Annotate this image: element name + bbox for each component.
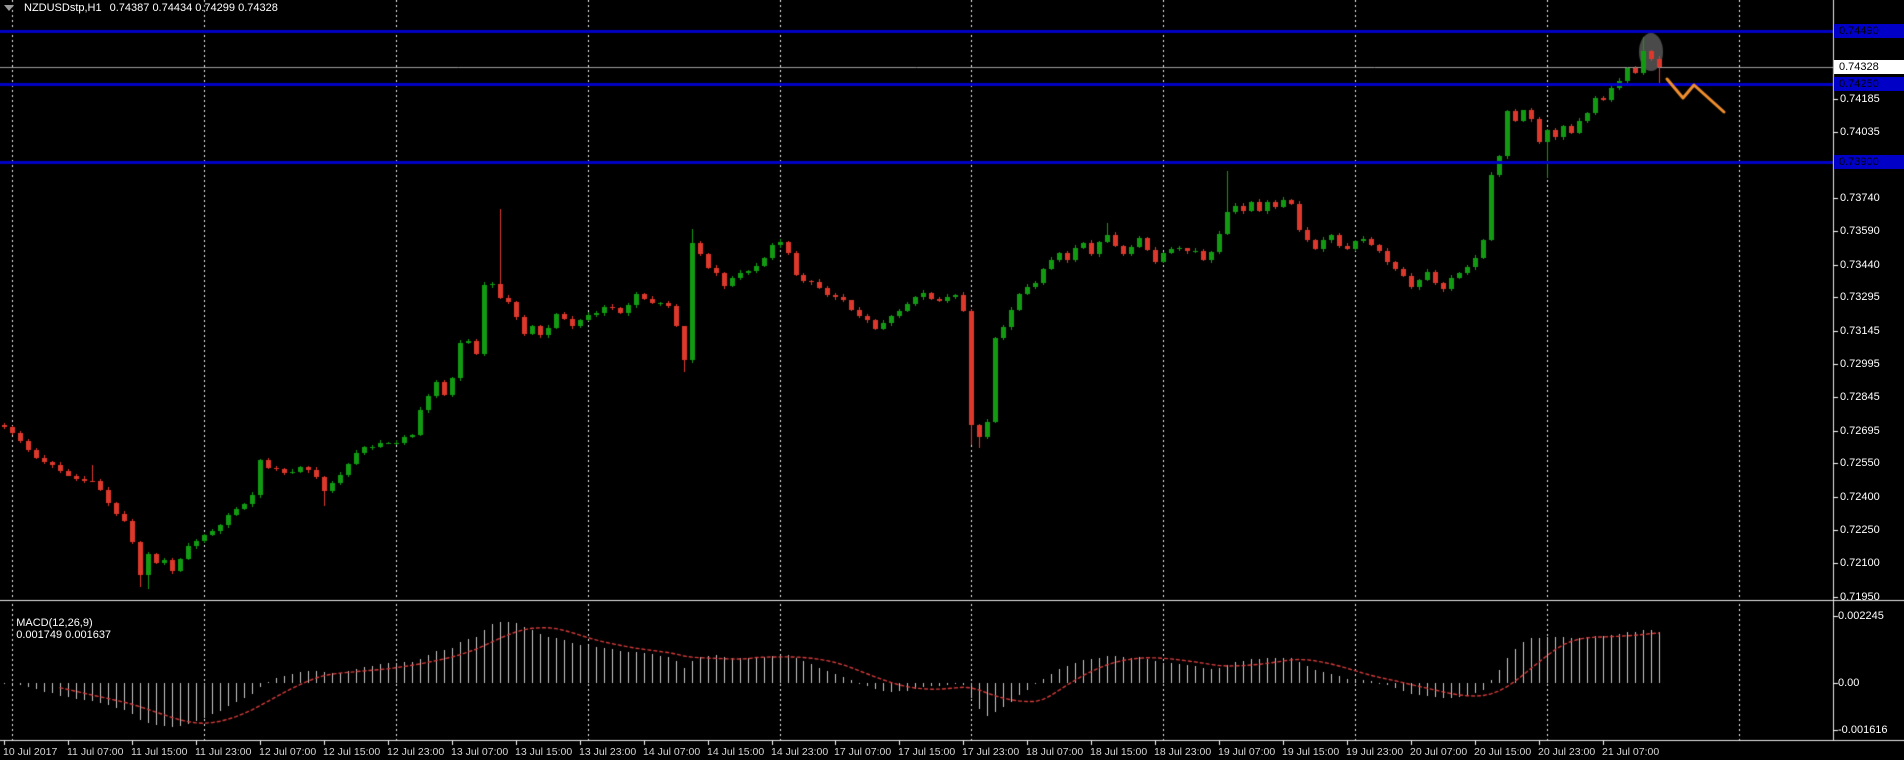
chart-title: NZDUSDstp,H1 0.74387 0.74434 0.74299 0.7… — [4, 2, 278, 14]
price-axis-label: 0.73295 — [1840, 291, 1880, 304]
price-axis-label: 0.71950 — [1840, 590, 1880, 603]
price-axis-label: 0.72845 — [1840, 391, 1880, 404]
price-axis-label: 0.72250 — [1840, 524, 1880, 537]
current-price-label: 0.74328 — [1834, 60, 1904, 75]
price-axis-label: 0.73740 — [1840, 192, 1880, 205]
macd-indicator-label: MACD(12,26,9) 0.001749 0.001637 — [4, 605, 111, 653]
ohlc-values-label: 0.74387 0.74434 0.74299 0.74328 — [109, 2, 278, 14]
time-axis-label: 11 Jul 07:00 — [67, 746, 124, 758]
time-axis-label: 17 Jul 07:00 — [834, 746, 892, 758]
time-axis-label: 11 Jul 23:00 — [195, 746, 252, 758]
price-axis-label: 0.72995 — [1840, 358, 1880, 371]
time-axis-label: 19 Jul 15:00 — [1282, 746, 1340, 758]
price-axis-label: 0.72400 — [1840, 490, 1880, 503]
time-axis-label: 18 Jul 15:00 — [1090, 746, 1148, 758]
time-axis-label: 13 Jul 23:00 — [579, 746, 637, 758]
price-axis-label: 0.72100 — [1840, 557, 1880, 570]
macd-axis-label: -0.001616 — [1838, 724, 1888, 737]
time-axis-label: 18 Jul 23:00 — [1154, 746, 1212, 758]
price-axis-label: 0.72695 — [1840, 424, 1880, 437]
hline-price-label: 0.74490 — [1834, 23, 1904, 38]
price-axis-label: 0.72550 — [1840, 457, 1880, 470]
time-axis-label: 13 Jul 15:00 — [515, 746, 573, 758]
dropdown-arrow-icon[interactable] — [4, 5, 14, 11]
macd-name-label: MACD(12,26,9) — [16, 617, 93, 629]
price-axis-label: 0.74185 — [1840, 92, 1880, 105]
price-axis-label: 0.73145 — [1840, 324, 1880, 337]
time-axis-label: 17 Jul 23:00 — [962, 746, 1020, 758]
macd-axis-label: 0.002245 — [1838, 610, 1884, 623]
time-axis-label: 12 Jul 07:00 — [259, 746, 317, 758]
time-axis-label: 12 Jul 15:00 — [323, 746, 381, 758]
time-axis-label: 17 Jul 15:00 — [898, 746, 956, 758]
hline-price-label: 0.74250 — [1834, 77, 1904, 92]
hline-price-label: 0.73900 — [1834, 155, 1904, 170]
time-axis-label: 14 Jul 23:00 — [771, 746, 829, 758]
time-axis-label: 20 Jul 07:00 — [1410, 746, 1468, 758]
time-axis-label: 14 Jul 15:00 — [707, 746, 765, 758]
time-axis-label: 12 Jul 23:00 — [387, 746, 445, 758]
time-axis-label: 20 Jul 23:00 — [1538, 746, 1596, 758]
time-axis-label: 11 Jul 15:00 — [131, 746, 188, 758]
time-axis-label: 10 Jul 2017 — [3, 746, 58, 758]
macd-axis-label: 0.00 — [1838, 676, 1860, 689]
price-axis-label: 0.74035 — [1840, 126, 1880, 139]
price-axis-label: 0.73440 — [1840, 258, 1880, 271]
time-axis-label: 18 Jul 07:00 — [1026, 746, 1084, 758]
macd-values-label: 0.001749 0.001637 — [16, 629, 112, 641]
time-axis-label: 19 Jul 23:00 — [1346, 746, 1404, 758]
time-axis-label: 20 Jul 15:00 — [1474, 746, 1532, 758]
time-axis-label: 21 Jul 07:00 — [1602, 746, 1660, 758]
price-axis-label: 0.73590 — [1840, 225, 1880, 238]
symbol-period-label: NZDUSDstp,H1 — [24, 2, 102, 14]
time-axis-label: 19 Jul 07:00 — [1218, 746, 1276, 758]
time-axis-label: 13 Jul 07:00 — [451, 746, 509, 758]
time-axis-label: 14 Jul 07:00 — [643, 746, 701, 758]
